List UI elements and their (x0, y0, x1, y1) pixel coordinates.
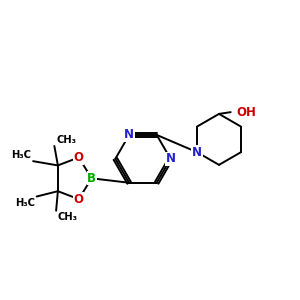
Text: H₃C: H₃C (11, 150, 31, 160)
Text: H₃C: H₃C (15, 197, 35, 208)
Text: O: O (74, 151, 84, 164)
Text: N: N (192, 146, 202, 159)
Text: CH₃: CH₃ (56, 135, 76, 145)
Text: B: B (87, 172, 96, 185)
Text: CH₃: CH₃ (58, 212, 78, 222)
Text: N: N (166, 152, 176, 165)
Text: OH: OH (237, 106, 256, 118)
Text: O: O (74, 193, 84, 206)
Text: N: N (124, 128, 134, 141)
